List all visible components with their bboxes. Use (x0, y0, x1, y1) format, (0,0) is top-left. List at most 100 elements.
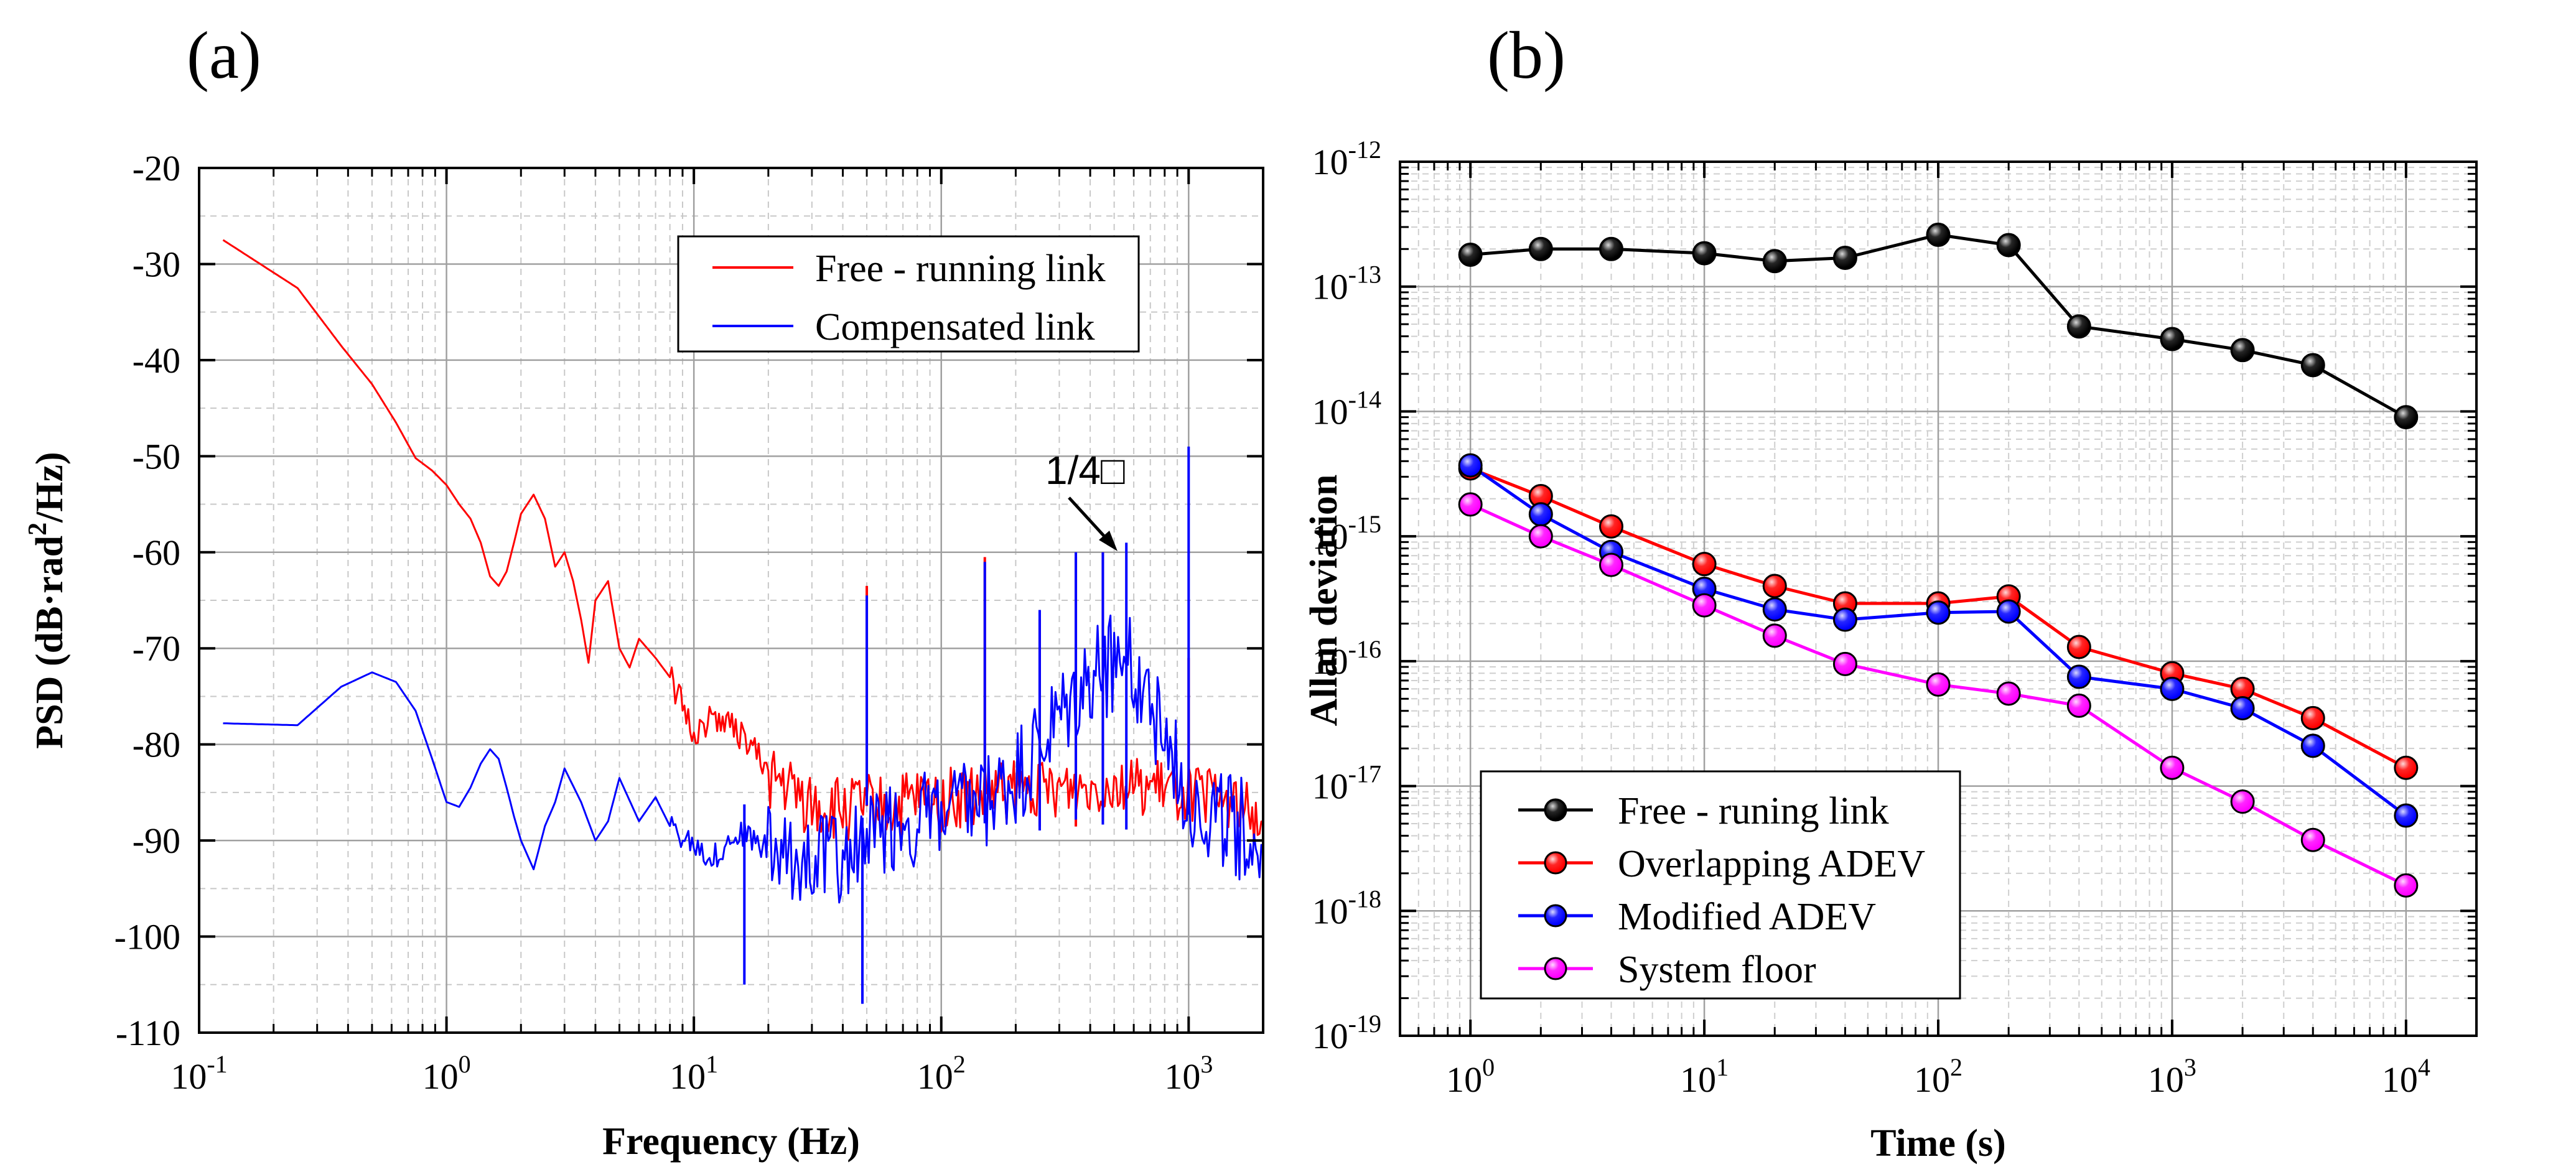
y-tick-label: 10-14 (1312, 385, 1381, 432)
y-title-part-1: PSD (dB·rad (29, 536, 71, 749)
panel-a-x-axis-title: Frequency (Hz) (602, 1120, 860, 1163)
panel-b-y-axis-title: Allan deviation (1303, 475, 1345, 727)
data-point-highlight (1928, 225, 1948, 245)
annotation-arrow-line (1068, 496, 1110, 542)
y-tick-label: -90 (133, 821, 180, 861)
data-point-highlight (1835, 593, 1855, 614)
data-point-highlight (1694, 595, 1715, 616)
panel-a-data (222, 239, 1263, 1004)
x-tick-label: 104 (2382, 1053, 2430, 1100)
data-point-highlight (2396, 758, 2416, 778)
annotation-arrow-head (1099, 531, 1118, 551)
data-point-highlight (1460, 455, 1481, 476)
legend-marker-highlight (1546, 801, 1565, 819)
x-tick-label: 101 (1680, 1053, 1729, 1100)
y-tick-label: 10-13 (1312, 261, 1381, 307)
panel-b-data (1458, 222, 2419, 898)
data-point-highlight (1601, 516, 1622, 537)
y-tick-label: -40 (133, 340, 180, 381)
data-point-highlight (1765, 576, 1785, 597)
panel-a-legend: Free - running link Compensated link (677, 235, 1140, 353)
data-point-highlight (1765, 625, 1785, 646)
data-point-highlight (1835, 610, 1855, 630)
y-tick-label: 10-19 (1312, 1010, 1381, 1056)
panel-b-legend: Free - runing link Overlapping ADEV Modifi… (1480, 770, 1961, 1000)
data-point-highlight (2233, 340, 2253, 360)
legend-label-overlapping-adev: Overlapping ADEV (1618, 843, 1925, 885)
y-tick-label: -100 (114, 917, 180, 957)
x-tick-label: 100 (422, 1050, 471, 1097)
legend-label-modified-adev: Modified ADEV (1618, 896, 1876, 938)
x-tick-label: 100 (1446, 1053, 1495, 1100)
data-point-highlight (2069, 636, 2089, 657)
data-point-highlight (1460, 244, 1481, 265)
data-point-highlight (1694, 554, 1715, 574)
x-tick-label: 103 (2148, 1053, 2196, 1100)
panel-b-x-tick-labels: 100 101 102 103 104 (1446, 1053, 2430, 1100)
data-point-highlight (2162, 758, 2182, 778)
data-point-highlight (1460, 494, 1481, 514)
panel-b-label: (b) (1487, 19, 1566, 93)
data-point-highlight (2233, 679, 2253, 699)
data-point-highlight (1765, 251, 1785, 271)
panel-b-y-tick-labels: 10-12 10-13 10-14 10-15 10-16 10-17 10-18 10-19 (1312, 136, 1381, 1056)
x-tick-label: 101 (670, 1050, 718, 1097)
y-tick-label: 10-15 (1312, 510, 1381, 557)
panel-a-label: (a) (187, 19, 261, 93)
data-point-highlight (2303, 830, 2323, 850)
data-point-highlight (1835, 654, 1855, 674)
panel-b-legend-items: Free - runing link Overlapping ADEV Modifi… (1518, 790, 1925, 991)
legend-label-compensated: Compensated link (815, 306, 1094, 348)
panel-a-ticks (198, 167, 1264, 1034)
panel-a-psd-chart: (a) -20 -30 -40 -50 -60 -70 -80 -90 -100 -110 10-… (24, 19, 1264, 1163)
legend-label-free-running: Free - runing link (1618, 790, 1889, 832)
data-point-highlight (1531, 526, 1551, 547)
data-point-highlight (1999, 683, 2019, 704)
data-point-highlight (1999, 601, 2019, 621)
panel-a-legend-box (677, 235, 1140, 353)
legend-label-free-running: Free - running link (815, 248, 1106, 290)
data-point-highlight (1835, 248, 1855, 268)
y-tick-label: 10-16 (1312, 635, 1381, 682)
y-title-part-2: /Hz) (29, 452, 71, 523)
data-point-highlight (1928, 674, 1948, 695)
data-point-highlight (2233, 698, 2253, 719)
data-point-highlight (2162, 329, 2182, 350)
data-point-highlight (1531, 239, 1551, 259)
x-tick-label: 102 (1914, 1053, 1962, 1100)
x-tick-label: 10-1 (170, 1050, 227, 1097)
data-point-highlight (2069, 695, 2089, 716)
data-point-highlight (2396, 806, 2416, 826)
series-line-free-running (222, 239, 1263, 845)
y-tick-label: 10-12 (1312, 136, 1381, 182)
panel-a-y-tick-labels: -20 -30 -40 -50 -60 -70 -80 -90 -100 -110 (114, 148, 180, 1053)
data-point-highlight (2303, 735, 2323, 756)
x-tick-label: 103 (1164, 1050, 1213, 1097)
y-tick-label: 10-18 (1312, 885, 1381, 931)
data-point-highlight (2233, 791, 2253, 812)
y-tick-label: 10-17 (1312, 760, 1381, 807)
panel-a-y-axis-title: PSD (dB·rad2/Hz) (24, 452, 71, 748)
panel-b-ticks (1399, 160, 2478, 1037)
panel-b-adev-chart: (b) 10-1210-1310-1410-1510-1610-1710-181… (1303, 19, 2478, 1165)
data-point-highlight (1531, 504, 1551, 524)
data-point-highlight (2162, 679, 2182, 699)
y-tick-label: -80 (133, 725, 180, 765)
annotation-text: 1/4□ (1045, 448, 1125, 493)
panel-a-x-tick-labels: 10-1 100 101 102 103 (170, 1050, 1213, 1097)
y-tick-label: -20 (133, 148, 180, 188)
legend-marker-highlight (1546, 959, 1565, 978)
legend-label-system-floor: System floor (1618, 949, 1816, 991)
data-point-highlight (2303, 708, 2323, 728)
data-point-highlight (1694, 579, 1715, 599)
data-point-highlight (2396, 407, 2416, 427)
y-tick-label: -60 (133, 533, 180, 573)
panel-b-x-axis-title: Time (s) (1870, 1122, 2006, 1165)
data-point-highlight (2069, 666, 2089, 687)
data-point-highlight (2303, 355, 2323, 375)
panel-a-plot-frame (198, 167, 1264, 1034)
legend-marker-highlight (1546, 906, 1565, 925)
data-point-highlight (1601, 239, 1622, 259)
